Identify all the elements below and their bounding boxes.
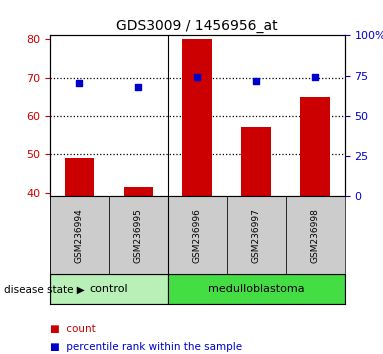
Text: GSM236997: GSM236997 — [252, 208, 261, 263]
Text: ■  percentile rank within the sample: ■ percentile rank within the sample — [50, 342, 242, 352]
Point — [253, 79, 259, 84]
Text: GSM236996: GSM236996 — [193, 208, 202, 263]
Bar — [227, 196, 286, 274]
Title: GDS3009 / 1456956_at: GDS3009 / 1456956_at — [116, 19, 278, 33]
Bar — [183, 39, 212, 196]
Point — [135, 84, 141, 90]
Text: GSM236995: GSM236995 — [134, 208, 143, 263]
Text: medulloblastoma: medulloblastoma — [208, 284, 304, 295]
Text: GSM236998: GSM236998 — [311, 208, 320, 263]
Bar — [168, 274, 345, 304]
Text: disease state ▶: disease state ▶ — [4, 284, 85, 295]
Text: GSM236994: GSM236994 — [75, 208, 84, 263]
Point — [194, 74, 200, 80]
Point — [312, 74, 318, 80]
Text: control: control — [90, 284, 128, 295]
Bar — [168, 196, 227, 274]
Bar — [124, 187, 153, 196]
Bar — [242, 127, 271, 196]
Point — [76, 80, 82, 86]
Bar — [109, 196, 168, 274]
Bar — [50, 196, 109, 274]
Bar — [65, 158, 94, 196]
Text: ■  count: ■ count — [50, 324, 95, 334]
Bar — [286, 196, 345, 274]
Bar — [50, 274, 168, 304]
Bar — [301, 97, 330, 196]
